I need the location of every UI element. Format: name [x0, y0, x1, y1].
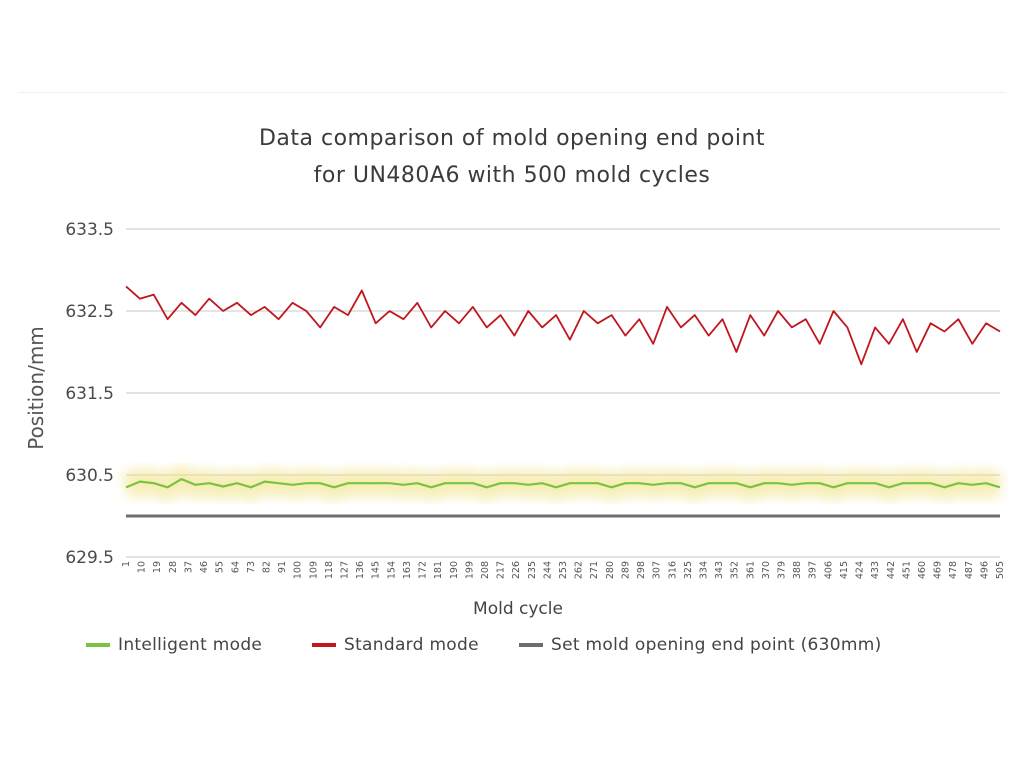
x-tick-label: 253	[558, 561, 569, 579]
x-tick-label: 37	[183, 561, 194, 573]
x-tick-label: 91	[277, 561, 288, 573]
x-tick-label: 244	[542, 561, 553, 579]
x-tick-label: 235	[527, 561, 538, 579]
x-tick-label: 208	[480, 561, 491, 579]
x-tick-label: 136	[355, 561, 366, 579]
x-tick-label: 397	[808, 561, 819, 579]
legend: Intelligent mode Standard mode Set mold …	[0, 632, 1024, 658]
series-lines	[125, 285, 1001, 518]
x-tick-label: 271	[589, 561, 600, 579]
x-tick-label: 64	[230, 561, 241, 573]
x-tick-label: 19	[152, 561, 163, 573]
x-tick-label: 82	[261, 561, 272, 573]
x-tick-label: 145	[371, 561, 382, 579]
x-tick-label: 1	[121, 561, 132, 567]
series-line-standard-mode	[125, 285, 1001, 366]
x-tick-label: 127	[340, 561, 351, 579]
x-axis-ticks: 1 10 19 28 37 46 55 64 73 82 91 100 109 118 127 136 145 1…	[121, 561, 1006, 579]
x-tick-label: 199	[464, 561, 475, 579]
y-tick-label: 631.5	[65, 384, 114, 404]
x-tick-label: 361	[745, 561, 756, 579]
x-tick-label: 433	[870, 561, 881, 579]
x-tick-label: 10	[137, 561, 148, 573]
x-tick-label: 118	[324, 561, 335, 579]
x-tick-label: 280	[605, 561, 616, 579]
legend-label-set-point: Set mold opening end point (630mm)	[551, 635, 882, 655]
legend-item-set-point: Set mold opening end point (630mm)	[519, 632, 882, 658]
x-tick-label: 262	[574, 561, 585, 579]
x-tick-label: 352	[730, 561, 741, 579]
x-tick-label: 55	[215, 561, 226, 573]
y-axis-ticks: 633.5 632.5 631.5 630.5 629.5	[65, 220, 114, 568]
grid-lines	[126, 228, 1000, 558]
x-tick-label: 226	[511, 561, 522, 579]
top-divider	[18, 92, 1006, 93]
legend-item-standard-mode: Standard mode	[312, 632, 479, 658]
x-tick-label: 307	[652, 561, 663, 579]
x-tick-label: 46	[199, 561, 210, 573]
y-tick-label: 630.5	[65, 466, 114, 486]
y-tick-label: 629.5	[65, 548, 114, 568]
x-tick-label: 181	[433, 561, 444, 579]
x-tick-label: 478	[948, 561, 959, 579]
legend-label-standard-mode: Standard mode	[344, 635, 479, 655]
x-tick-label: 460	[917, 561, 928, 579]
x-tick-label: 388	[792, 561, 803, 579]
x-tick-label: 289	[620, 561, 631, 579]
legend-swatch-standard-mode	[312, 643, 336, 647]
x-tick-label: 109	[308, 561, 319, 579]
x-tick-label: 415	[839, 561, 850, 579]
y-axis-label: Position/mm	[24, 326, 48, 450]
x-axis-label: Mold cycle	[473, 599, 563, 619]
x-tick-label: 370	[761, 561, 772, 579]
x-tick-label: 100	[293, 561, 304, 579]
x-tick-label: 343	[714, 561, 725, 579]
legend-item-intelligent-mode: Intelligent mode	[86, 632, 262, 658]
y-tick-label: 632.5	[65, 302, 114, 322]
x-tick-label: 316	[667, 561, 678, 579]
legend-swatch-intelligent-mode	[86, 643, 110, 647]
x-tick-label: 424	[855, 561, 866, 579]
chart-subtitle: for UN480A6 with 500 mold cycles	[313, 163, 711, 188]
x-tick-label: 217	[496, 561, 507, 579]
x-tick-label: 163	[402, 561, 413, 579]
series-line-intelligent-mode	[125, 478, 1001, 489]
x-tick-label: 334	[698, 561, 709, 579]
x-tick-label: 28	[168, 561, 179, 573]
x-tick-label: 505	[995, 561, 1006, 579]
x-tick-label: 190	[449, 561, 460, 579]
x-tick-label: 496	[979, 561, 990, 579]
x-tick-label: 172	[418, 561, 429, 579]
x-tick-label: 298	[636, 561, 647, 579]
chart-title: Data comparison of mold opening end poin…	[258, 126, 766, 151]
x-tick-label: 379	[777, 561, 788, 579]
x-tick-label: 325	[683, 561, 694, 579]
x-tick-label: 154	[386, 561, 397, 579]
y-tick-label: 633.5	[65, 220, 114, 240]
x-tick-label: 451	[901, 561, 912, 579]
x-tick-label: 442	[886, 561, 897, 579]
x-tick-label: 73	[246, 561, 257, 573]
x-tick-label: 487	[964, 561, 975, 579]
legend-label-intelligent-mode: Intelligent mode	[118, 635, 263, 655]
legend-swatch-set-point	[519, 643, 543, 647]
x-tick-label: 469	[933, 561, 944, 579]
x-tick-label: 406	[823, 561, 834, 579]
